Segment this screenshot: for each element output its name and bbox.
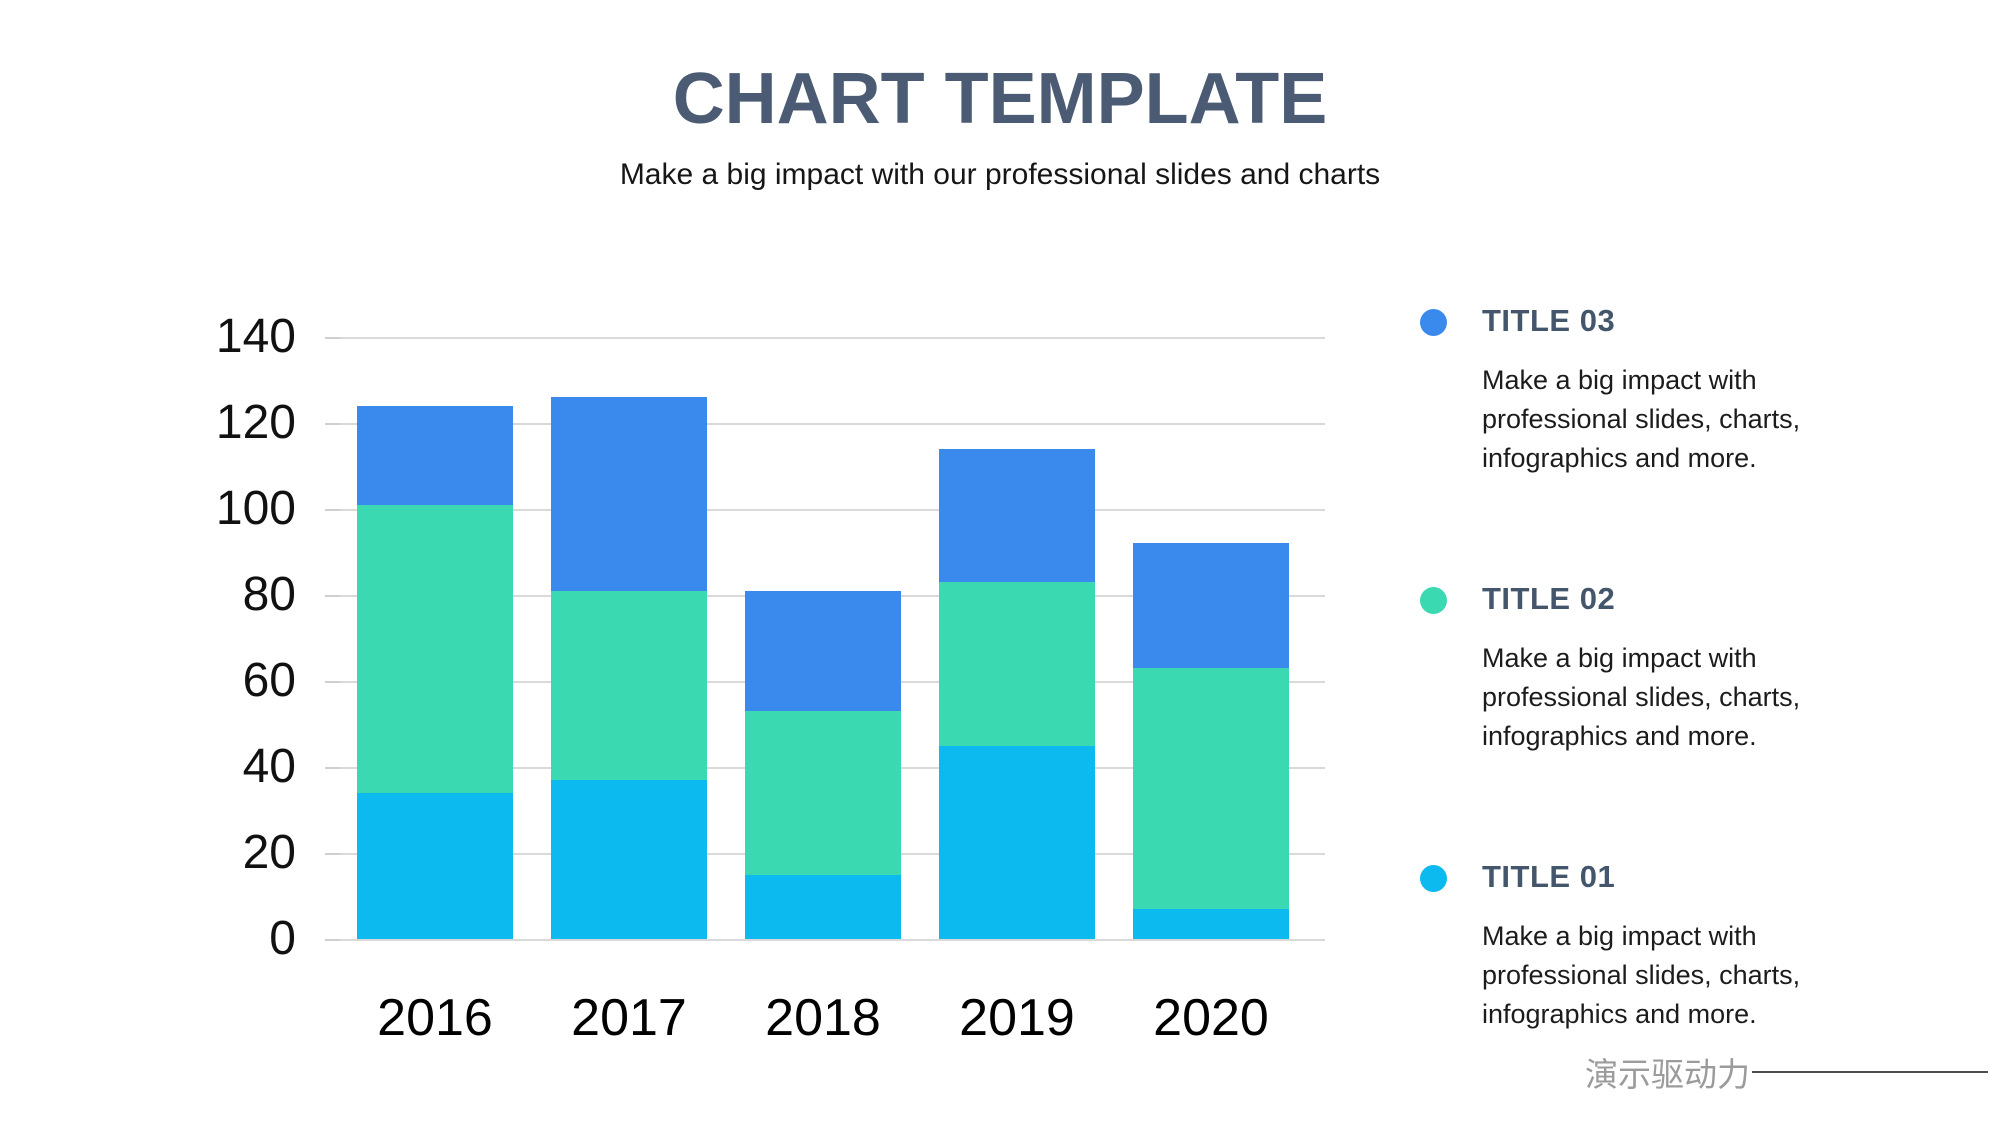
page-subtitle: Make a big impact with our professional … [619, 158, 1381, 191]
y-axis-tick [325, 853, 340, 855]
bar-segment-title-02 [551, 590, 707, 780]
watermark-line [1752, 1071, 1988, 1073]
x-axis-label-2016: 2016 [377, 989, 493, 1047]
page-title: CHART TEMPLATE [672, 59, 1328, 139]
stacked-bar-2018 [745, 590, 901, 939]
legend-item-description: Make a big impact with professional slid… [1482, 921, 1801, 1029]
legend-item-description: Make a big impact with professional slid… [1482, 365, 1801, 473]
stacked-bar-2017 [551, 397, 707, 939]
y-axis-tick [325, 767, 340, 769]
y-axis-tick-label: 0 [269, 912, 296, 965]
x-axis-label-2018: 2018 [765, 989, 881, 1047]
gridline [325, 939, 1325, 941]
legend-color-dot-icon [1420, 309, 1447, 336]
bar-segment-title-01 [939, 745, 1095, 939]
y-axis-tick-label: 60 [242, 654, 296, 707]
legend-item-title: TITLE 01 [1482, 859, 1616, 894]
watermark-text: 演示驱动力 [1585, 1056, 1750, 1093]
y-axis-tick-label: 140 [215, 310, 296, 363]
y-axis-tick [325, 423, 340, 425]
y-axis-tick [325, 509, 340, 511]
y-axis-tick [325, 939, 340, 941]
y-axis-tick [325, 595, 340, 597]
bar-segment-title-01 [357, 792, 513, 939]
legend-item-title: TITLE 02 [1482, 581, 1616, 616]
bar-segment-title-02 [939, 582, 1095, 746]
stacked-bar-2016 [357, 405, 513, 939]
legend-color-dot-icon [1420, 865, 1447, 892]
y-axis-tick-label: 120 [215, 396, 296, 449]
bar-segment-title-03 [1133, 543, 1289, 669]
y-axis-tick-label: 100 [215, 482, 296, 535]
bar-segment-title-03 [551, 397, 707, 591]
bar-segment-title-03 [939, 448, 1095, 583]
gridline [325, 337, 1325, 339]
y-axis-tick [325, 681, 340, 683]
bar-segment-title-03 [745, 590, 901, 712]
bar-segment-title-01 [551, 779, 707, 939]
x-axis-label-2019: 2019 [959, 989, 1075, 1047]
x-axis-label-2017: 2017 [571, 989, 687, 1047]
stacked-bar-chart [325, 337, 1325, 941]
bar-segment-title-02 [745, 711, 901, 875]
x-axis-label-2020: 2020 [1153, 989, 1269, 1047]
bar-segment-title-02 [1133, 668, 1289, 909]
bar-segment-title-01 [1133, 908, 1289, 939]
legend-item-title: TITLE 03 [1482, 303, 1616, 338]
bar-segment-title-02 [357, 504, 513, 793]
bar-segment-title-03 [357, 405, 513, 505]
bar-segment-title-01 [745, 874, 901, 939]
y-axis-tick [325, 337, 340, 339]
gridline [325, 509, 1325, 511]
gridline [325, 423, 1325, 425]
y-axis-tick-label: 80 [242, 568, 296, 621]
y-axis-tick-label: 40 [242, 740, 296, 793]
stacked-bar-2020 [1133, 543, 1289, 939]
y-axis-tick-label: 20 [242, 826, 296, 879]
legend-color-dot-icon [1420, 587, 1447, 614]
stacked-bar-2019 [939, 448, 1095, 939]
legend-item-description: Make a big impact with professional slid… [1482, 643, 1801, 751]
